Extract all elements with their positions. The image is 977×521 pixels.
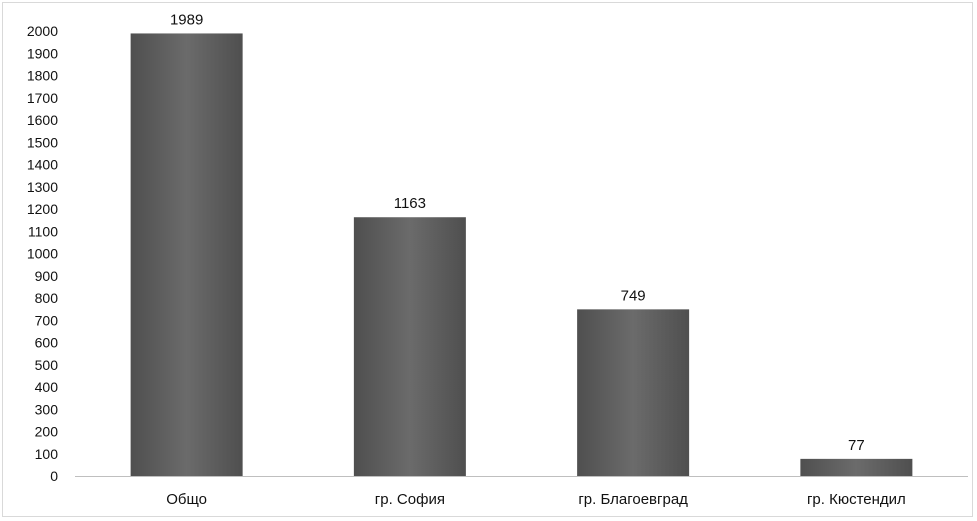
y-tick-label: 1000: [27, 246, 58, 262]
y-axis: 0 100 200 300 400 500 600 700 800 900 1000 1100 1200…: [27, 23, 58, 484]
y-tick-label: 700: [35, 312, 59, 328]
y-tick-label: 1500: [27, 134, 58, 150]
y-tick-label: 600: [35, 335, 59, 351]
bars: [130, 33, 913, 477]
x-tick-label: гр. София: [375, 491, 445, 508]
y-tick-label: 1100: [28, 223, 58, 239]
x-axis: Общо гр. София гр. Благоевград гр. Кюстенди…: [75, 476, 968, 508]
bar: [353, 217, 466, 477]
y-tick-label: 1300: [27, 179, 58, 195]
bar: [577, 309, 690, 476]
x-tick-label: гр. Благоевград: [578, 491, 688, 508]
y-tick-label: 500: [35, 357, 59, 373]
data-label: 1989: [170, 11, 203, 28]
data-label: 77: [848, 437, 865, 454]
bar: [800, 458, 913, 476]
x-tick-label: гр. Кюстендил: [807, 491, 906, 508]
y-tick-label: 2000: [27, 23, 58, 39]
data-labels: 1989 1163 749 77: [170, 11, 865, 453]
y-tick-label: 1200: [27, 201, 58, 217]
y-tick-label: 0: [50, 468, 58, 484]
y-tick-label: 1400: [27, 157, 58, 173]
y-tick-label: 100: [35, 446, 59, 462]
y-tick-label: 300: [35, 401, 59, 417]
y-tick-label: 1900: [27, 45, 58, 61]
y-tick-label: 1600: [27, 112, 58, 128]
data-label: 749: [621, 287, 646, 304]
y-tick-label: 1800: [27, 68, 58, 84]
bar: [130, 33, 243, 476]
y-tick-label: 400: [35, 379, 59, 395]
y-tick-label: 200: [35, 424, 59, 440]
y-tick-label: 900: [35, 268, 59, 284]
x-tick-label: Общо: [166, 491, 207, 508]
data-label: 1163: [394, 195, 426, 212]
y-tick-label: 800: [35, 290, 59, 306]
y-tick-label: 1700: [27, 90, 58, 106]
